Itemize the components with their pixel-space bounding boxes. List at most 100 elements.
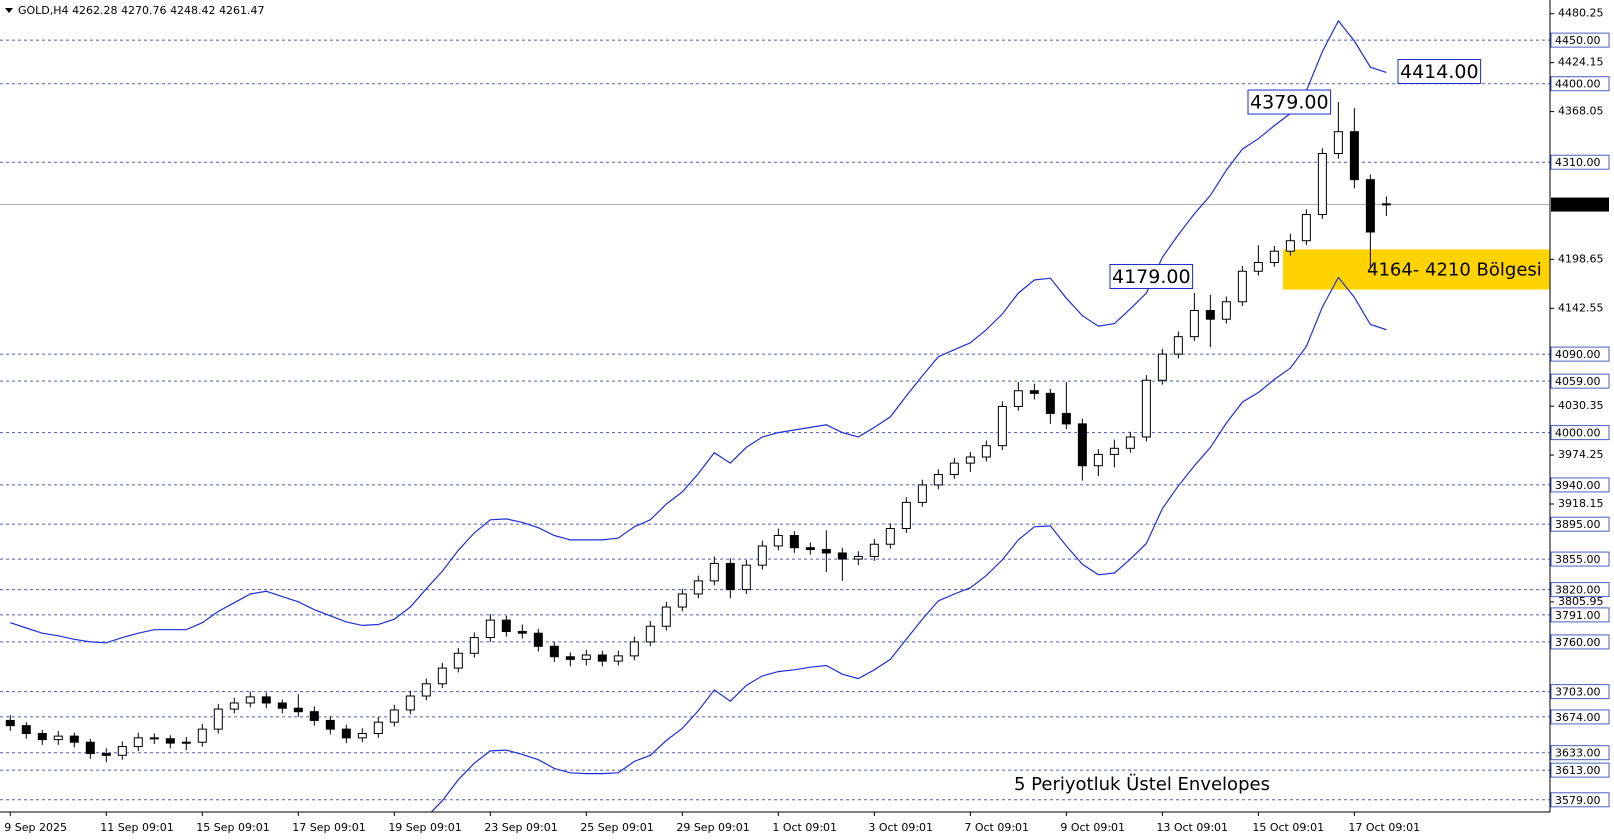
level-label-box bbox=[1550, 32, 1610, 48]
candle-body bbox=[133, 737, 143, 748]
candle-body bbox=[933, 473, 943, 486]
candle-body bbox=[741, 564, 751, 591]
candle-body bbox=[1269, 250, 1279, 264]
candle-body bbox=[917, 484, 927, 503]
low: 4248.42 bbox=[170, 4, 216, 17]
level-label-box bbox=[1550, 709, 1610, 725]
y-tick-label: 3918.15 bbox=[1558, 497, 1604, 510]
candle-body bbox=[885, 528, 895, 545]
y-tick-label: 4480.25 bbox=[1558, 7, 1604, 20]
candle-body bbox=[533, 632, 543, 647]
x-tick-label: 15 Oct 09:01 bbox=[1252, 821, 1324, 834]
y-tick-label: 3805.95 bbox=[1558, 595, 1604, 608]
y-tick-label: 4424.15 bbox=[1558, 56, 1604, 69]
candle-body bbox=[677, 593, 687, 608]
level-label-box bbox=[1550, 792, 1610, 808]
level-label: 3703.00 bbox=[1555, 686, 1601, 699]
candle-body bbox=[1061, 412, 1071, 425]
level-label: 4059.00 bbox=[1555, 375, 1601, 388]
candle-body bbox=[293, 707, 303, 713]
annotation-label: 4179.00 bbox=[1112, 266, 1191, 288]
candle-body bbox=[661, 606, 671, 627]
candle-body bbox=[821, 548, 831, 554]
candle-body bbox=[485, 619, 495, 639]
zone-label: 4164- 4210 Bölgesi bbox=[1367, 260, 1542, 281]
candle-body bbox=[613, 655, 623, 662]
candle-body bbox=[53, 735, 63, 741]
candle-body bbox=[1349, 131, 1359, 181]
candle-body bbox=[501, 619, 511, 632]
candle-body bbox=[629, 641, 639, 657]
level-label-box bbox=[1550, 634, 1610, 650]
candle-body bbox=[597, 654, 607, 662]
candle-body bbox=[1157, 353, 1167, 381]
y-tick-label: 4030.35 bbox=[1558, 399, 1604, 412]
header: GOLD,H4 4262.28 4270.76 4248.42 4261.47 bbox=[18, 4, 265, 17]
x-tick-label: 9 Sep 2025 bbox=[4, 821, 67, 834]
candle-body bbox=[469, 637, 479, 654]
level-label: 3895.00 bbox=[1555, 518, 1601, 531]
candle-body bbox=[853, 555, 863, 560]
candle-body bbox=[453, 652, 463, 669]
x-tick-label: 17 Oct 09:01 bbox=[1348, 821, 1420, 834]
candle-body bbox=[1205, 309, 1215, 320]
candle-body bbox=[213, 708, 223, 730]
candle-body bbox=[773, 535, 783, 547]
candle-body bbox=[1365, 179, 1375, 233]
candle-body bbox=[1189, 309, 1199, 338]
level-label: 3633.00 bbox=[1555, 747, 1601, 760]
x-tick-label: 3 Oct 09:01 bbox=[868, 821, 933, 834]
candle-body bbox=[181, 741, 191, 744]
candle-body bbox=[1141, 379, 1151, 438]
level-label-box bbox=[1550, 477, 1610, 493]
level-label: 4090.00 bbox=[1555, 348, 1601, 361]
level-label: 4310.00 bbox=[1555, 156, 1601, 169]
candle-body bbox=[357, 733, 367, 739]
annotation-label: 4414.00 bbox=[1400, 61, 1479, 83]
candle-body bbox=[549, 645, 559, 658]
candle-body bbox=[1301, 214, 1311, 242]
envelope-label: 5 Periyotluk Üstel Envelopes bbox=[1014, 773, 1270, 795]
candle-body bbox=[437, 667, 447, 685]
candle-body bbox=[1077, 423, 1087, 467]
x-tick-label: 9 Oct 09:01 bbox=[1060, 821, 1125, 834]
candle-body bbox=[949, 462, 959, 475]
close: 4261.47 bbox=[219, 4, 265, 17]
menu-triangle bbox=[5, 8, 13, 13]
candle-body bbox=[197, 728, 207, 743]
level-label: 4000.00 bbox=[1555, 427, 1601, 440]
candle-body bbox=[1013, 390, 1023, 407]
level-label-box bbox=[1550, 76, 1610, 92]
candle-body bbox=[85, 741, 95, 755]
candle-body bbox=[389, 709, 399, 723]
candle-body bbox=[1285, 240, 1295, 252]
candle-body bbox=[837, 552, 847, 560]
candle-body bbox=[1093, 453, 1103, 467]
level-label-box bbox=[1550, 516, 1610, 532]
candle-body bbox=[37, 733, 47, 741]
level-label-box bbox=[1550, 373, 1610, 389]
candle-body bbox=[1333, 131, 1343, 155]
candle-body bbox=[309, 711, 319, 721]
price-label-box bbox=[1551, 197, 1609, 212]
candle-body bbox=[1317, 153, 1327, 216]
candle-body bbox=[421, 683, 431, 697]
candle-body bbox=[405, 695, 415, 711]
x-tick-label: 25 Sep 09:01 bbox=[580, 821, 653, 834]
candle-body bbox=[21, 725, 31, 735]
candle-body bbox=[373, 721, 383, 735]
x-tick-label: 23 Sep 09:01 bbox=[484, 821, 557, 834]
x-tick-label: 15 Sep 09:01 bbox=[196, 821, 269, 834]
annotation-box bbox=[1247, 89, 1332, 115]
symbol: GOLD,H4 bbox=[18, 4, 69, 17]
x-tick-label: 7 Oct 09:01 bbox=[964, 821, 1029, 834]
candle-body bbox=[5, 719, 15, 727]
candle-body bbox=[789, 535, 799, 549]
x-tick-label: 19 Sep 09:01 bbox=[388, 821, 461, 834]
annotation-box bbox=[1109, 263, 1194, 289]
y-tick-label: 4198.65 bbox=[1558, 252, 1604, 265]
candle-body bbox=[229, 702, 239, 710]
level-label-box bbox=[1550, 582, 1610, 598]
